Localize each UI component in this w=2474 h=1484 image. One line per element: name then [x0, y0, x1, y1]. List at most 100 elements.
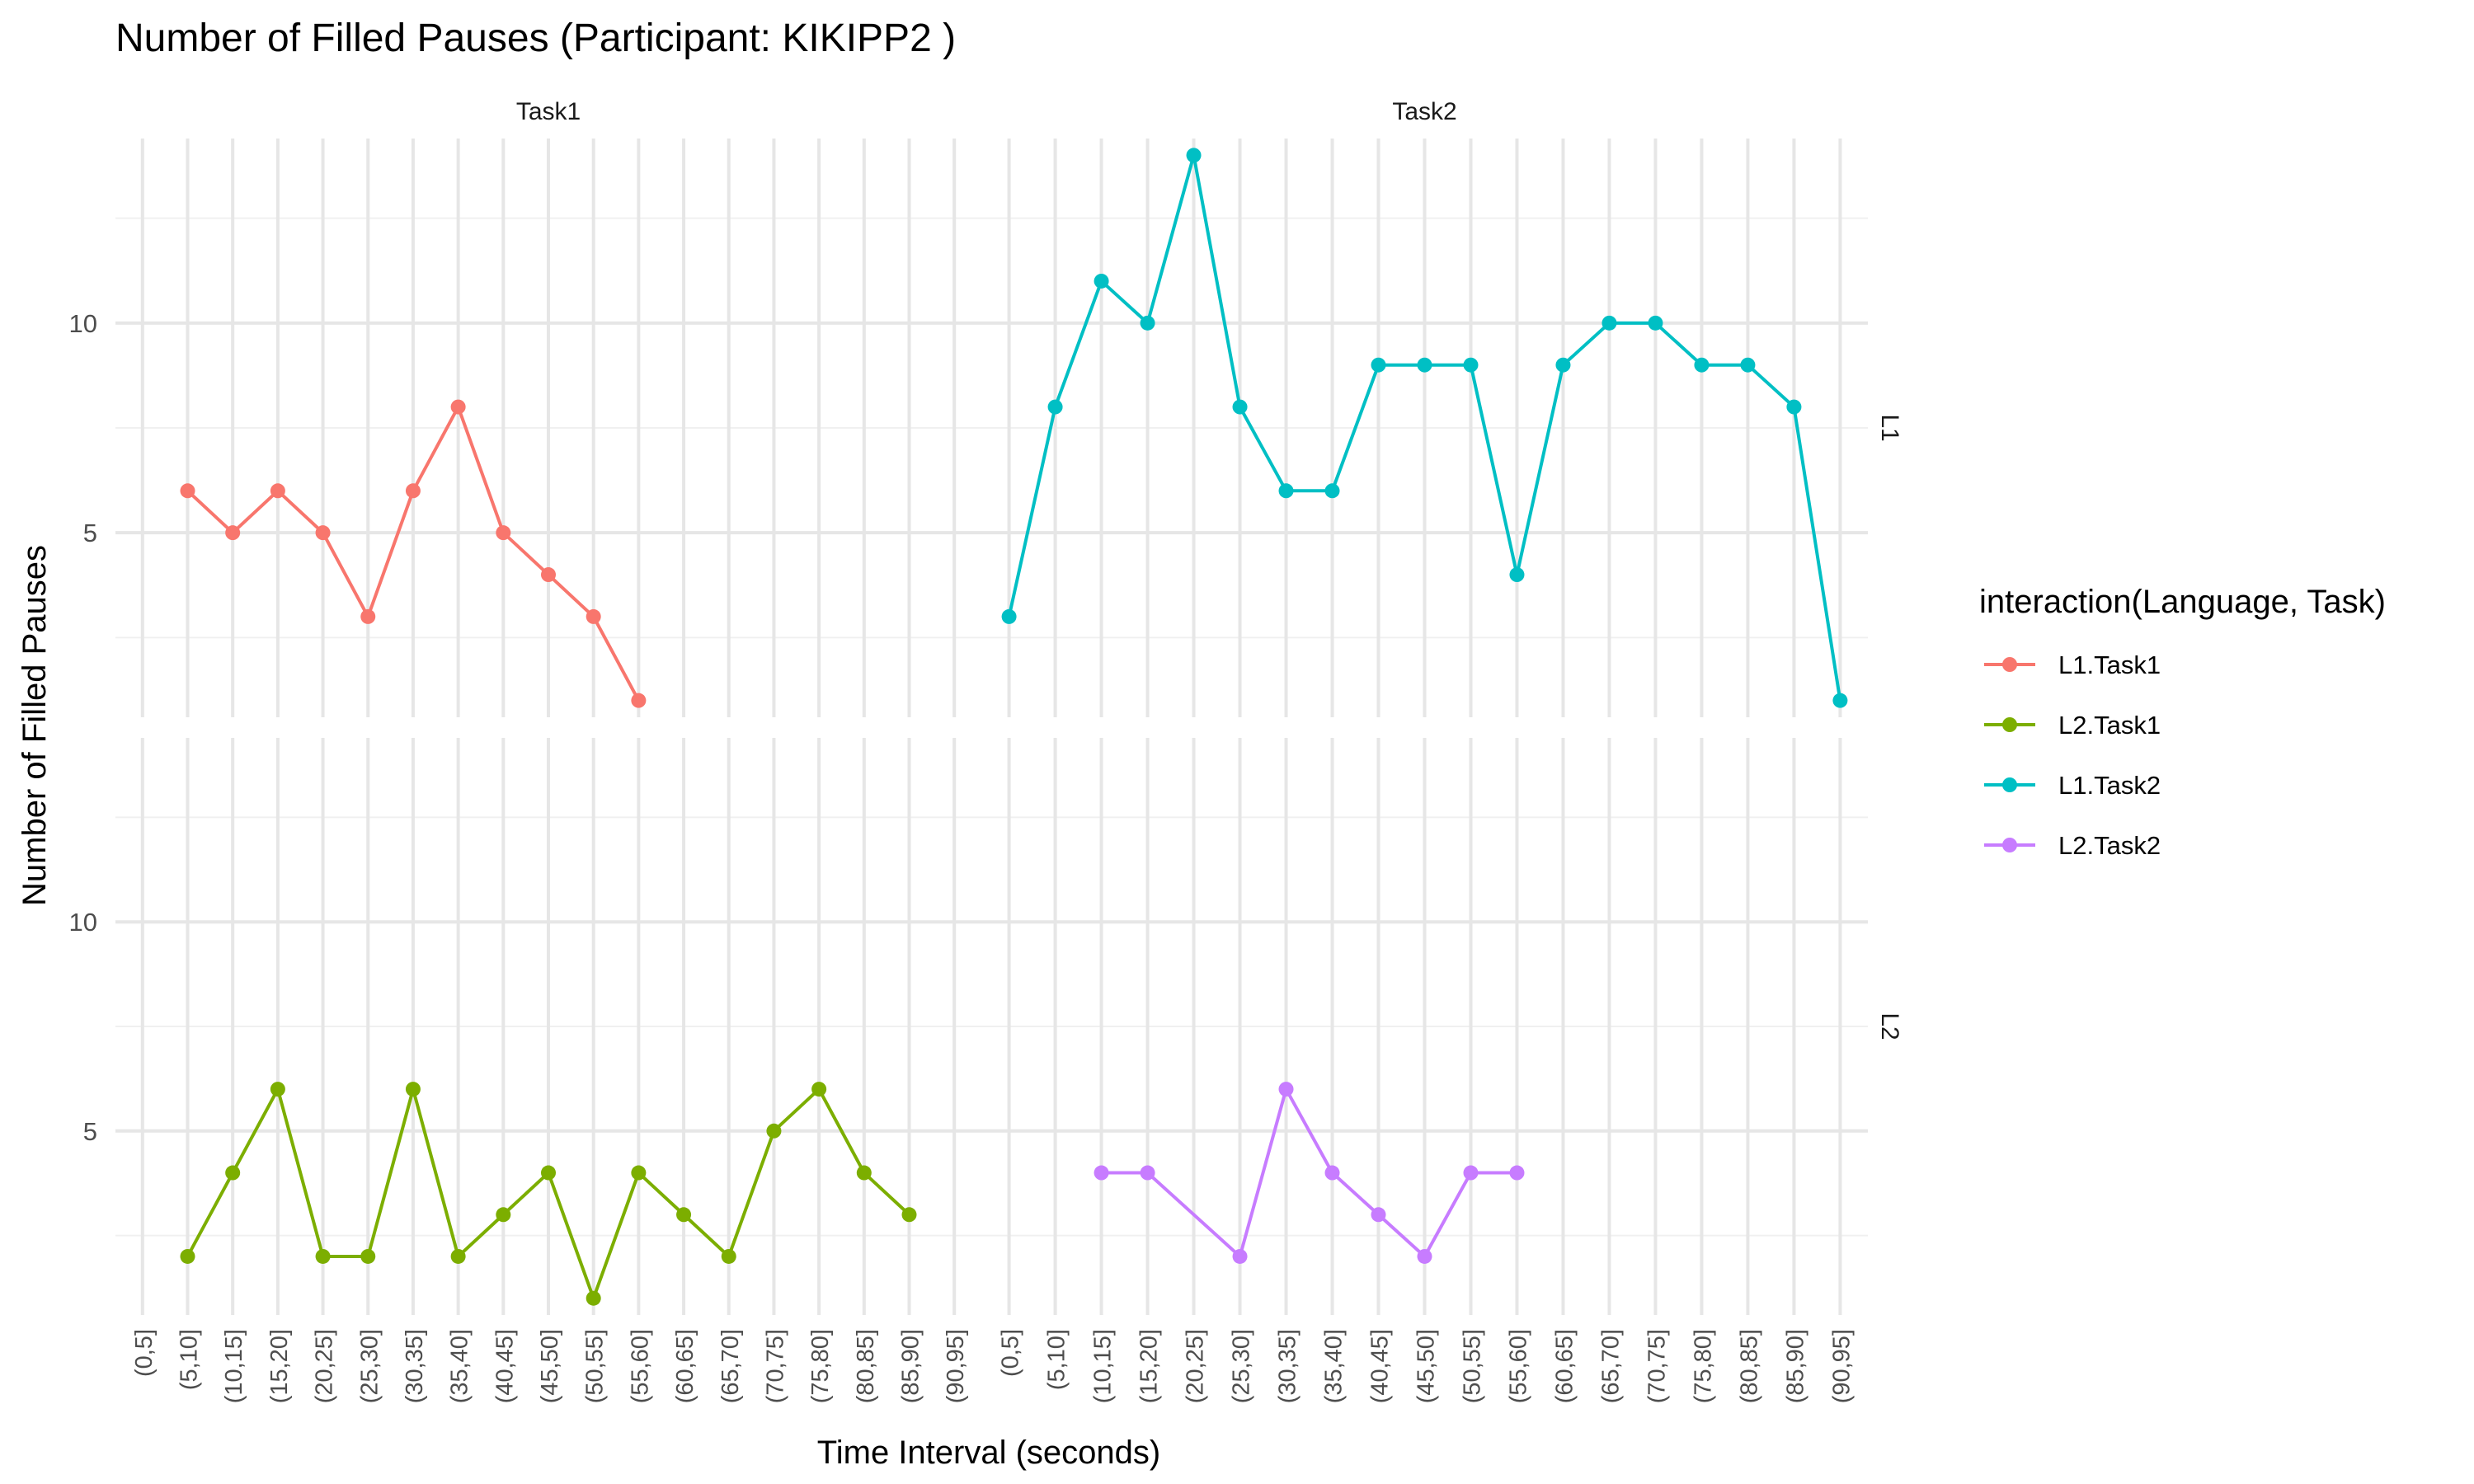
x-tick-label: (30,35]: [402, 1329, 428, 1403]
x-tick-label: (5,10]: [1044, 1329, 1070, 1390]
data-point: [676, 1207, 692, 1223]
data-point: [586, 608, 601, 624]
data-point: [360, 608, 376, 624]
data-point: [1417, 1248, 1432, 1264]
data-point: [225, 525, 241, 541]
data-point: [1463, 1165, 1479, 1181]
x-tick-label: (75,80]: [1690, 1329, 1716, 1403]
x-tick-label: (85,90]: [1782, 1329, 1808, 1403]
data-point: [1832, 693, 1848, 708]
data-point: [1509, 567, 1525, 583]
data-point: [1140, 1165, 1155, 1181]
data-point: [631, 693, 647, 708]
legend-title: interaction(Language, Task): [1979, 584, 2386, 620]
data-point: [1463, 357, 1479, 373]
x-tick-label: (0,5]: [998, 1329, 1024, 1377]
axes: Task1 Task2 L1 L2 5 10 5 10 (0,5] (5,10] (10,15] (1…: [69, 98, 1903, 1403]
data-point: [1417, 357, 1432, 373]
facet-label-Task1: Task1: [516, 98, 581, 125]
y-tick-label: 10: [69, 908, 97, 937]
x-tick-label: (40,45]: [1367, 1329, 1394, 1403]
data-point: [811, 1082, 827, 1097]
x-tick-label: (85,90]: [898, 1329, 924, 1403]
data-point: [1786, 399, 1802, 415]
panel-L2-Task2: [981, 738, 1868, 1315]
data-point: [1186, 148, 1202, 163]
x-tick-label: (65,70]: [717, 1329, 744, 1403]
facet-label-L2: L2: [1876, 1012, 1903, 1040]
data-point: [450, 1248, 466, 1264]
legend-key-point: [2002, 717, 2017, 732]
x-tick-label: (60,65]: [1551, 1329, 1578, 1403]
x-tick-label: (80,85]: [1736, 1329, 1762, 1403]
panel-L1-Task2: [981, 139, 1868, 717]
x-tick-label: (90,95]: [943, 1329, 969, 1403]
data-point: [1555, 357, 1571, 373]
series-L2.Task2: [1094, 1082, 1525, 1264]
x-tick-label: (35,40]: [447, 1329, 473, 1403]
x-tick-label: (75,80]: [807, 1329, 834, 1403]
x-tick-label: (25,30]: [1229, 1329, 1255, 1403]
x-tick-label: (70,75]: [762, 1329, 788, 1403]
y-tick-label: 10: [69, 309, 97, 338]
x-tick-label: (40,45]: [492, 1329, 518, 1403]
data-point: [315, 1248, 331, 1264]
data-point: [1324, 483, 1340, 499]
x-tick-label: (65,70]: [1597, 1329, 1624, 1403]
x-tick-label: (10,15]: [1090, 1329, 1117, 1403]
data-point: [1094, 1165, 1109, 1181]
data-point: [631, 1165, 647, 1181]
x-tick-label: (15,20]: [266, 1329, 293, 1403]
legend-label: L1.Task2: [2058, 771, 2161, 800]
data-point: [270, 1082, 285, 1097]
data-point: [360, 1248, 376, 1264]
data-point: [1694, 357, 1710, 373]
x-tick-label: (20,25]: [1183, 1329, 1209, 1403]
data-point: [856, 1165, 872, 1181]
data-point: [541, 1165, 556, 1181]
data-point: [405, 483, 421, 499]
data-point: [1094, 273, 1109, 289]
data-point: [1001, 608, 1017, 624]
y-tick-label: 5: [83, 519, 97, 547]
data-point: [1371, 1207, 1386, 1223]
x-tick-label: (15,20]: [1136, 1329, 1163, 1403]
data-point: [766, 1123, 782, 1139]
data-point: [1648, 315, 1663, 331]
panel-L1-Task1: [115, 139, 981, 717]
data-point: [1602, 315, 1617, 331]
data-point: [1232, 1248, 1248, 1264]
x-axis-label: Time Interval (seconds): [817, 1435, 1160, 1471]
data-point: [586, 1290, 601, 1306]
legend-key-point: [2002, 777, 2017, 792]
x-tick-label: (45,50]: [537, 1329, 563, 1403]
data-point: [1324, 1165, 1340, 1181]
legend-label: L2.Task1: [2058, 711, 2161, 740]
x-tick-label: (50,55]: [1459, 1329, 1485, 1403]
data-point: [180, 1248, 195, 1264]
legend-label: L2.Task2: [2058, 831, 2161, 860]
data-point: [721, 1248, 736, 1264]
legend: interaction(Language, Task) L1.Task1 L2.T…: [1979, 584, 2386, 860]
facet-label-Task2: Task2: [1392, 98, 1456, 125]
series-L1.Task2: [1001, 148, 1848, 708]
x-tick-label: (25,30]: [356, 1329, 383, 1403]
data-point: [1278, 1082, 1294, 1097]
facet-label-L1: L1: [1876, 414, 1903, 441]
data-point: [270, 483, 285, 499]
legend-key-point: [2002, 657, 2017, 672]
data-point: [1278, 483, 1294, 499]
x-tick-label: (35,40]: [1321, 1329, 1348, 1403]
series-L2.Task1: [180, 1082, 917, 1306]
x-tick-label: (30,35]: [1275, 1329, 1301, 1403]
data-point: [901, 1207, 917, 1223]
x-tick-label: (55,60]: [627, 1329, 653, 1403]
data-point: [405, 1082, 421, 1097]
data-point: [1740, 357, 1756, 373]
data-point: [1140, 315, 1155, 331]
y-axis-label: Number of Filled Pauses: [16, 545, 53, 906]
legend-label: L1.Task1: [2058, 650, 2161, 679]
legend-item-L2.Task1: L2.Task1: [1984, 711, 2161, 740]
x-tick-label: (60,65]: [672, 1329, 698, 1403]
